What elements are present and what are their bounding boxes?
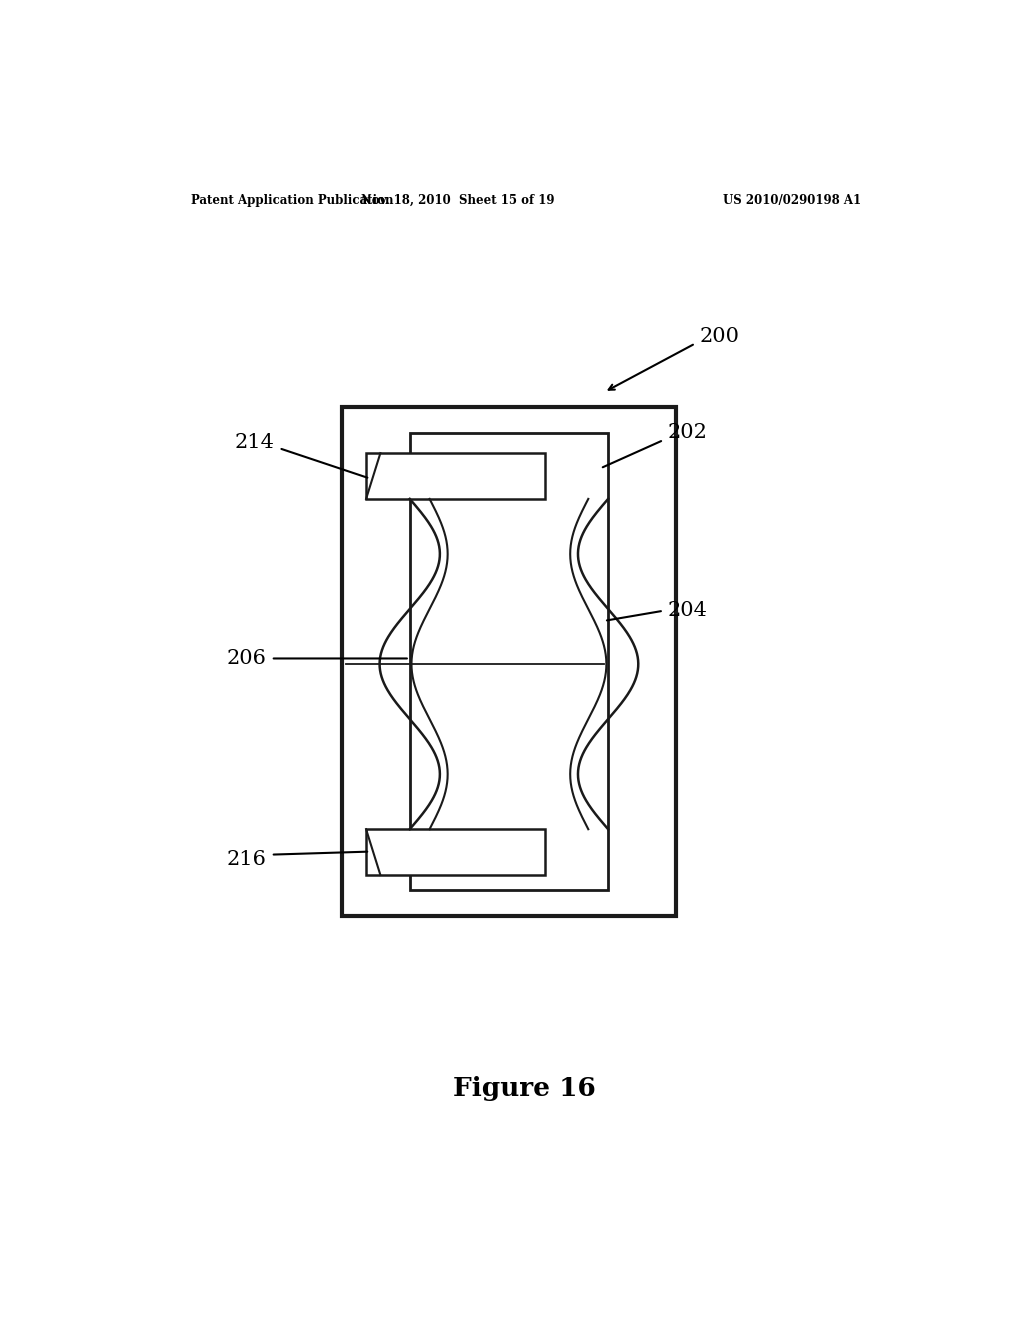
Bar [367,829,545,875]
Text: 206: 206 [227,649,267,668]
Text: Nov. 18, 2010  Sheet 15 of 19: Nov. 18, 2010 Sheet 15 of 19 [360,194,554,207]
Text: 202: 202 [668,424,708,442]
Text: Figure 16: Figure 16 [454,1076,596,1101]
Text: 216: 216 [227,850,267,869]
Text: 214: 214 [234,433,274,453]
Bar [410,433,608,890]
Text: 200: 200 [699,327,739,346]
Text: 204: 204 [668,601,708,620]
Bar [367,453,545,499]
Text: Patent Application Publication: Patent Application Publication [191,194,394,207]
Text: US 2010/0290198 A1: US 2010/0290198 A1 [723,194,861,207]
Bar [342,408,676,916]
